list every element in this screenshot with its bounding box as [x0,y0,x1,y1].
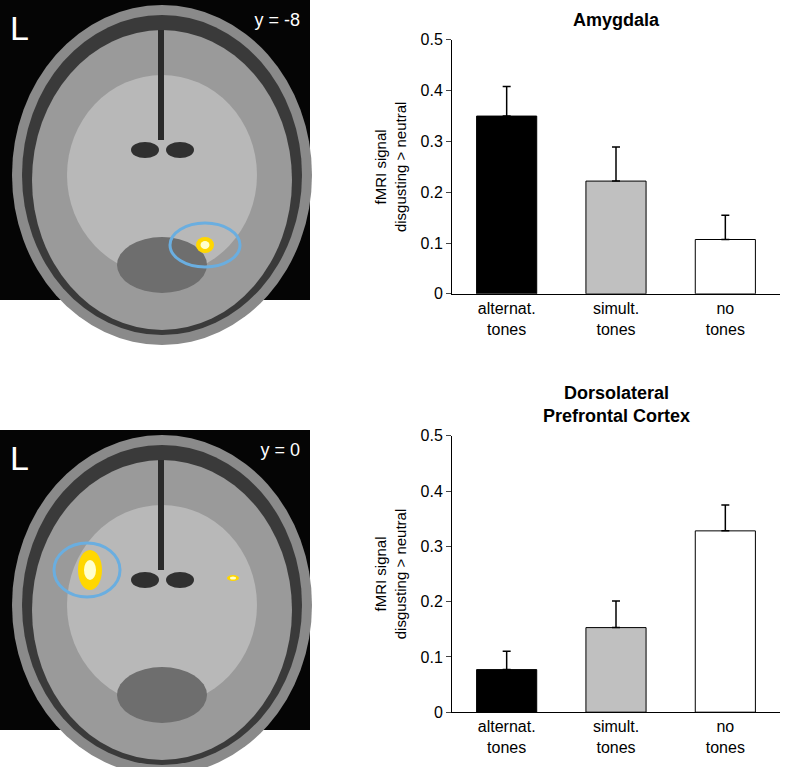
svg-text:0.1: 0.1 [421,649,443,666]
svg-text:0.5: 0.5 [421,31,443,48]
svg-text:notones: notones [706,300,745,338]
svg-text:L: L [10,9,29,47]
svg-text:0: 0 [434,285,443,302]
svg-text:Amygdala: Amygdala [573,10,660,30]
svg-text:notones: notones [706,718,745,756]
svg-text:simult.tones: simult.tones [593,718,639,756]
svg-text:0.4: 0.4 [421,82,443,99]
svg-text:DorsolateralPrefrontal Cortex: DorsolateralPrefrontal Cortex [543,383,690,426]
svg-text:alternat.tones: alternat.tones [478,718,536,756]
svg-text:0.2: 0.2 [421,184,443,201]
svg-text:0.4: 0.4 [421,483,443,500]
svg-text:alternat.tones: alternat.tones [478,300,536,338]
svg-text:0.3: 0.3 [421,133,443,150]
svg-text:0.1: 0.1 [421,235,443,252]
svg-text:L: L [10,439,29,477]
svg-text:0: 0 [434,704,443,721]
svg-text:fMRI signaldisgusting > neutra: fMRI signaldisgusting > neutral [372,102,409,233]
svg-text:fMRI signaldisgusting > neutra: fMRI signaldisgusting > neutral [372,509,409,640]
svg-text:0.2: 0.2 [421,593,443,610]
svg-text:y = 0: y = 0 [260,440,300,460]
svg-text:0.5: 0.5 [421,427,443,444]
svg-text:y = -8: y = -8 [254,10,300,30]
svg-text:0.3: 0.3 [421,538,443,555]
svg-text:simult.tones: simult.tones [593,300,639,338]
